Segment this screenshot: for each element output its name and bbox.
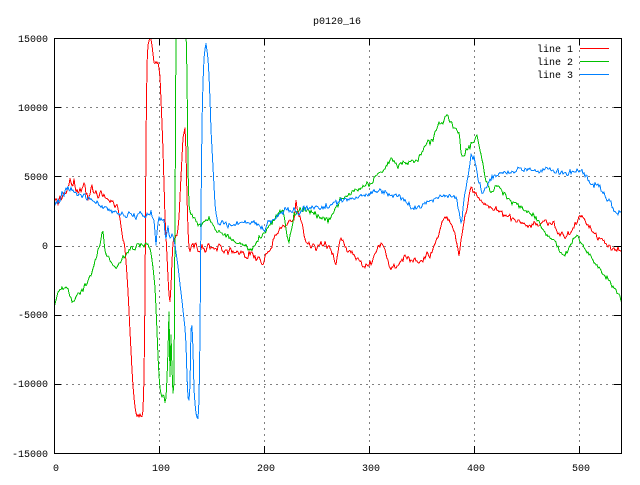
svg-text:p0120_16: p0120_16: [313, 17, 361, 28]
svg-text:400: 400: [467, 464, 485, 475]
svg-text:15000: 15000: [18, 35, 48, 46]
svg-text:100: 100: [152, 464, 170, 475]
svg-text:0: 0: [53, 464, 59, 475]
svg-text:0: 0: [42, 242, 48, 253]
svg-text:line 2: line 2: [537, 57, 573, 69]
svg-text:-15000: -15000: [12, 450, 48, 461]
svg-text:line 3: line 3: [537, 70, 573, 82]
svg-text:500: 500: [572, 464, 590, 475]
svg-text:10000: 10000: [18, 104, 48, 115]
svg-text:300: 300: [362, 464, 380, 475]
svg-text:-5000: -5000: [18, 311, 48, 322]
svg-text:line 1: line 1: [537, 44, 573, 56]
svg-text:5000: 5000: [24, 173, 48, 184]
svg-text:-10000: -10000: [12, 380, 48, 391]
svg-text:200: 200: [257, 464, 275, 475]
